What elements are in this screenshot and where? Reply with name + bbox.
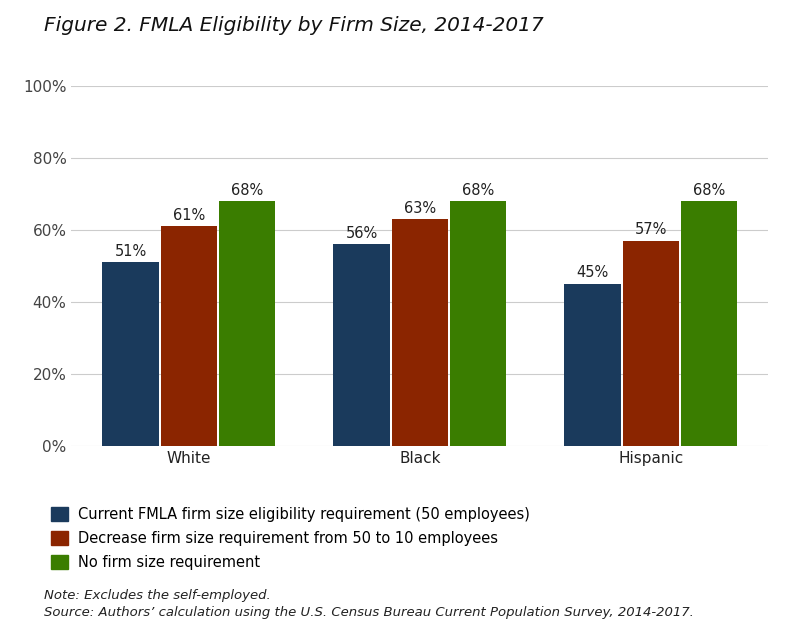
Text: 56%: 56% <box>345 225 378 241</box>
Text: 68%: 68% <box>462 183 494 197</box>
Bar <box>102 262 158 446</box>
Text: 51%: 51% <box>114 244 147 259</box>
Legend: Current FMLA firm size eligibility requirement (50 employees), Decrease firm siz: Current FMLA firm size eligibility requi… <box>51 507 531 569</box>
Text: Source: Authors’ calculation using the U.S. Census Bureau Current Population Sur: Source: Authors’ calculation using the U… <box>44 606 694 619</box>
Bar <box>161 226 217 446</box>
Text: 61%: 61% <box>173 208 205 223</box>
Text: 63%: 63% <box>404 201 436 215</box>
Text: Figure 2. FMLA Eligibility by Firm Size, 2014-2017: Figure 2. FMLA Eligibility by Firm Size,… <box>44 16 543 35</box>
Bar <box>333 245 390 446</box>
Text: 68%: 68% <box>693 183 725 197</box>
Text: 45%: 45% <box>577 266 608 280</box>
Text: 57%: 57% <box>634 222 667 237</box>
Bar <box>681 201 737 446</box>
Bar <box>565 284 621 446</box>
Bar <box>623 241 679 446</box>
Bar <box>450 201 506 446</box>
Bar <box>219 201 275 446</box>
Text: Note: Excludes the self-employed.: Note: Excludes the self-employed. <box>44 589 270 602</box>
Bar <box>391 219 448 446</box>
Text: 68%: 68% <box>231 183 263 197</box>
